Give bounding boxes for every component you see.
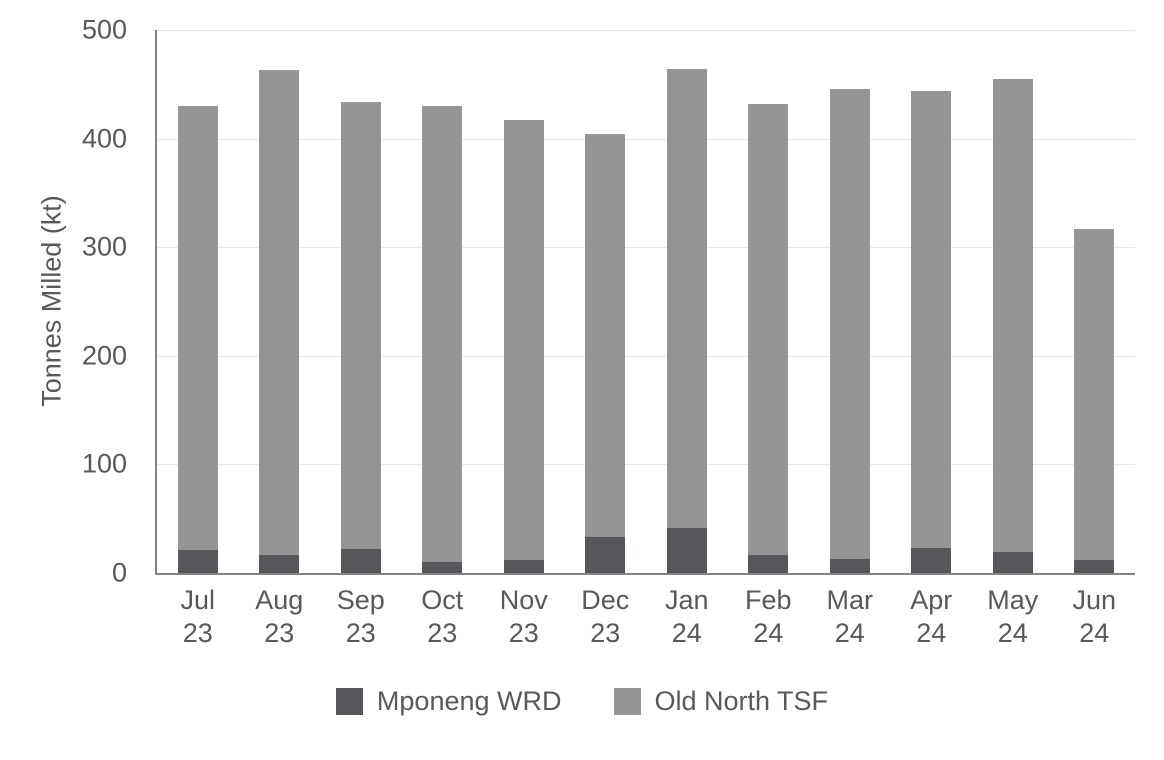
- bar-aug-23: [259, 70, 300, 573]
- bar-slot-jul-23: [157, 30, 239, 573]
- bar-apr-24: [911, 90, 952, 573]
- bar-jan-24: [666, 69, 707, 573]
- bar-slot-aug-23: [239, 30, 321, 573]
- legend-label: Old North TSF: [654, 686, 829, 716]
- y-tick-label-400: 400: [81, 123, 127, 154]
- bars-container: [157, 30, 1135, 573]
- legend-swatch-old-north-tsf: [613, 688, 641, 715]
- bar-segment-old-north-tsf: [829, 88, 870, 559]
- bar-segment-mponeng-wrd: [748, 554, 789, 573]
- bar-nov-23: [503, 120, 544, 573]
- bar-segment-mponeng-wrd: [992, 552, 1033, 573]
- x-tick-label-jan-24: Jan 24: [664, 585, 709, 648]
- x-tick-label-may-24: May 24: [987, 585, 1039, 648]
- legend-label: Mponeng WRD: [376, 686, 562, 716]
- bar-dec-23: [585, 134, 626, 573]
- bar-slot-may-24: [972, 30, 1054, 573]
- bar-segment-old-north-tsf: [259, 70, 300, 555]
- legend-swatch-mponeng-wrd: [335, 688, 363, 715]
- bar-slot-jan-24: [646, 30, 728, 573]
- y-tick-label-200: 200: [81, 340, 127, 371]
- bar-may-24: [992, 78, 1033, 573]
- bar-segment-mponeng-wrd: [1074, 559, 1115, 573]
- bar-segment-old-north-tsf: [666, 69, 707, 529]
- y-tick-label-100: 100: [81, 448, 127, 479]
- x-tick-label-feb-24: Feb 24: [744, 585, 792, 648]
- x-axis-tick-labels: Jul 23 Aug 23 Sep 23 Oct 23 Nov 23 Dec 23 Jan 24 Feb 24…: [157, 584, 1135, 650]
- bar-segment-mponeng-wrd: [177, 550, 218, 573]
- bar-slot-jun-24: [1054, 30, 1136, 573]
- bar-segment-mponeng-wrd: [911, 548, 952, 573]
- bar-slot-dec-23: [565, 30, 647, 573]
- gridline-500: [157, 30, 1135, 31]
- bar-mar-24: [829, 88, 870, 573]
- plot-area: [155, 30, 1135, 575]
- bar-slot-feb-24: [728, 30, 810, 573]
- bar-jul-23: [177, 106, 218, 573]
- bar-segment-old-north-tsf: [340, 101, 381, 550]
- gridline-200: [157, 355, 1135, 357]
- x-tick-label-jul-23: Jul 23: [180, 585, 215, 648]
- bar-slot-sep-23: [320, 30, 402, 573]
- bar-sep-23: [340, 101, 381, 573]
- y-tick-label-300: 300: [81, 231, 127, 262]
- x-tick-label-nov-23: Nov 23: [499, 585, 548, 648]
- x-tick-label-mar-24: Mar 24: [826, 585, 874, 648]
- bar-slot-mar-24: [809, 30, 891, 573]
- y-tick-label-0: 0: [111, 557, 127, 588]
- legend-entry-mponeng-wrd: Mponeng WRD: [335, 686, 562, 717]
- y-tick-label-500: 500: [81, 14, 127, 45]
- x-tick-label-apr-24: Apr 24: [910, 585, 953, 648]
- bar-segment-old-north-tsf: [992, 78, 1033, 553]
- bar-feb-24: [748, 103, 789, 573]
- x-tick-label-jun-24: Jun 24: [1072, 585, 1117, 648]
- bar-segment-mponeng-wrd: [503, 559, 544, 573]
- bar-slot-oct-23: [402, 30, 484, 573]
- bar-segment-old-north-tsf: [1074, 228, 1115, 560]
- x-tick-label-aug-23: Aug 23: [255, 585, 304, 648]
- x-tick-label-oct-23: Oct 23: [421, 585, 464, 648]
- bar-segment-old-north-tsf: [503, 120, 544, 560]
- bar-segment-old-north-tsf: [748, 103, 789, 555]
- legend-entry-old-north-tsf: Old North TSF: [613, 686, 829, 717]
- bar-segment-mponeng-wrd: [585, 537, 626, 573]
- bar-segment-old-north-tsf: [177, 106, 218, 551]
- bar-segment-mponeng-wrd: [666, 528, 707, 573]
- bar-segment-mponeng-wrd: [259, 554, 300, 573]
- bar-slot-apr-24: [891, 30, 973, 573]
- bar-segment-mponeng-wrd: [829, 558, 870, 573]
- gridline-100: [157, 464, 1135, 466]
- bar-segment-old-north-tsf: [585, 134, 626, 538]
- legend: Mponeng WRD Old North TSF: [0, 686, 1164, 717]
- bar-segment-mponeng-wrd: [340, 549, 381, 573]
- bar-jun-24: [1074, 228, 1115, 573]
- gridline-300: [157, 247, 1135, 249]
- bar-segment-mponeng-wrd: [422, 562, 463, 573]
- x-tick-label-dec-23: Dec 23: [581, 585, 630, 648]
- bar-slot-nov-23: [483, 30, 565, 573]
- x-tick-label-sep-23: Sep 23: [336, 585, 385, 648]
- bar-segment-old-north-tsf: [422, 106, 463, 563]
- y-axis-tick-labels: 0 100 200 300 400 500: [0, 15, 141, 588]
- bar-segment-old-north-tsf: [911, 90, 952, 549]
- bar-oct-23: [422, 106, 463, 573]
- gridline-400: [157, 138, 1135, 140]
